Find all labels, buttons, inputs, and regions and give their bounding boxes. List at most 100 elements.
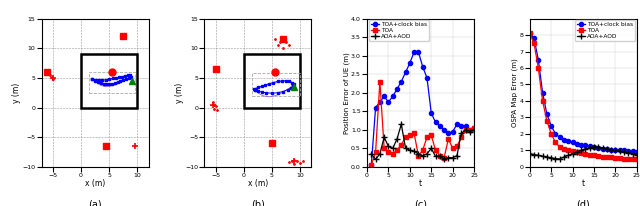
AOA+AOD xyxy=(385,145,392,148)
TOA+clock bias xyxy=(590,146,598,148)
TOA xyxy=(607,156,615,159)
Text: (c): (c) xyxy=(414,199,427,206)
TOA xyxy=(466,129,474,131)
TOA xyxy=(432,149,440,151)
TOA+clock bias xyxy=(612,149,620,152)
TOA+clock bias xyxy=(367,164,375,166)
AOA+AOD xyxy=(586,147,593,149)
TOA+clock bias xyxy=(595,147,602,149)
TOA+clock bias xyxy=(625,150,632,152)
TOA+clock bias xyxy=(432,121,440,124)
TOA xyxy=(526,32,534,35)
AOA+AOD xyxy=(449,156,456,159)
TOA xyxy=(573,151,580,153)
TOA+clock bias xyxy=(573,143,580,145)
AOA+AOD xyxy=(625,152,632,154)
TOA xyxy=(612,157,620,159)
Legend: TOA+clock bias, TOA, AOA+AOD: TOA+clock bias, TOA, AOA+AOD xyxy=(369,20,429,41)
TOA xyxy=(428,134,435,137)
AOA+AOD xyxy=(612,149,620,152)
TOA xyxy=(620,157,628,160)
Text: (b): (b) xyxy=(251,199,265,206)
Line: AOA+AOD: AOA+AOD xyxy=(369,122,477,162)
Y-axis label: y (m): y (m) xyxy=(12,83,21,103)
AOA+AOD xyxy=(466,130,474,133)
TOA+clock bias xyxy=(616,149,623,152)
TOA+clock bias xyxy=(376,101,384,103)
Bar xyxy=(252,73,300,96)
TOA xyxy=(453,145,461,148)
AOA+AOD xyxy=(552,157,559,160)
AOA+AOD xyxy=(389,147,397,150)
AOA+AOD xyxy=(458,132,465,135)
AOA+AOD xyxy=(436,154,444,157)
AOA+AOD xyxy=(564,154,572,157)
TOA xyxy=(552,141,559,143)
TOA+clock bias xyxy=(449,130,456,133)
Bar xyxy=(81,54,138,108)
TOA xyxy=(598,155,606,158)
TOA xyxy=(445,138,452,140)
AOA+AOD xyxy=(432,155,440,158)
AOA+AOD xyxy=(598,147,606,149)
AOA+AOD xyxy=(577,149,585,152)
TOA xyxy=(397,143,405,146)
AOA+AOD xyxy=(595,146,602,148)
TOA+clock bias xyxy=(564,140,572,143)
TOA+clock bias xyxy=(534,59,542,61)
X-axis label: x (m): x (m) xyxy=(248,179,268,188)
Bar xyxy=(90,72,134,93)
AOA+AOD xyxy=(402,147,410,150)
TOA xyxy=(376,80,384,83)
TOA xyxy=(569,150,577,152)
Y-axis label: Position Error of UE (m): Position Error of UE (m) xyxy=(343,52,349,133)
X-axis label: t: t xyxy=(419,179,422,188)
AOA+AOD xyxy=(534,154,542,157)
Line: AOA+AOD: AOA+AOD xyxy=(527,144,639,162)
AOA+AOD xyxy=(367,153,375,155)
TOA+clock bias xyxy=(552,133,559,135)
TOA xyxy=(389,153,397,155)
TOA+clock bias xyxy=(397,80,405,83)
TOA xyxy=(423,136,431,138)
TOA+clock bias xyxy=(389,95,397,98)
TOA+clock bias xyxy=(539,91,547,94)
TOA+clock bias xyxy=(458,125,465,127)
TOA+clock bias xyxy=(410,51,418,53)
Y-axis label: y (m): y (m) xyxy=(175,83,184,103)
TOA xyxy=(372,151,380,153)
TOA+clock bias xyxy=(402,71,410,74)
AOA+AOD xyxy=(393,138,401,140)
TOA xyxy=(402,136,410,138)
TOA xyxy=(543,119,550,122)
TOA+clock bias xyxy=(603,147,611,150)
TOA+clock bias xyxy=(393,88,401,90)
TOA xyxy=(577,152,585,154)
TOA xyxy=(530,42,538,44)
TOA+clock bias xyxy=(543,113,550,115)
Y-axis label: OSPA Map Error (m): OSPA Map Error (m) xyxy=(511,58,518,127)
TOA+clock bias xyxy=(428,112,435,114)
TOA+clock bias xyxy=(461,125,469,127)
AOA+AOD xyxy=(620,151,628,153)
TOA+clock bias xyxy=(547,124,555,127)
TOA+clock bias xyxy=(556,136,564,138)
TOA xyxy=(616,157,623,159)
TOA xyxy=(633,158,640,161)
TOA+clock bias xyxy=(582,144,589,147)
Text: (a): (a) xyxy=(88,199,102,206)
TOA xyxy=(586,153,593,156)
AOA+AOD xyxy=(543,156,550,158)
TOA+clock bias xyxy=(385,101,392,103)
TOA xyxy=(560,147,568,150)
TOA xyxy=(582,152,589,155)
Line: TOA+clock bias: TOA+clock bias xyxy=(527,31,639,154)
AOA+AOD xyxy=(560,156,568,158)
TOA xyxy=(406,134,413,137)
AOA+AOD xyxy=(419,154,426,157)
AOA+AOD xyxy=(428,147,435,150)
AOA+AOD xyxy=(628,152,636,155)
TOA xyxy=(539,100,547,102)
TOA+clock bias xyxy=(419,66,426,68)
AOA+AOD xyxy=(410,150,418,152)
